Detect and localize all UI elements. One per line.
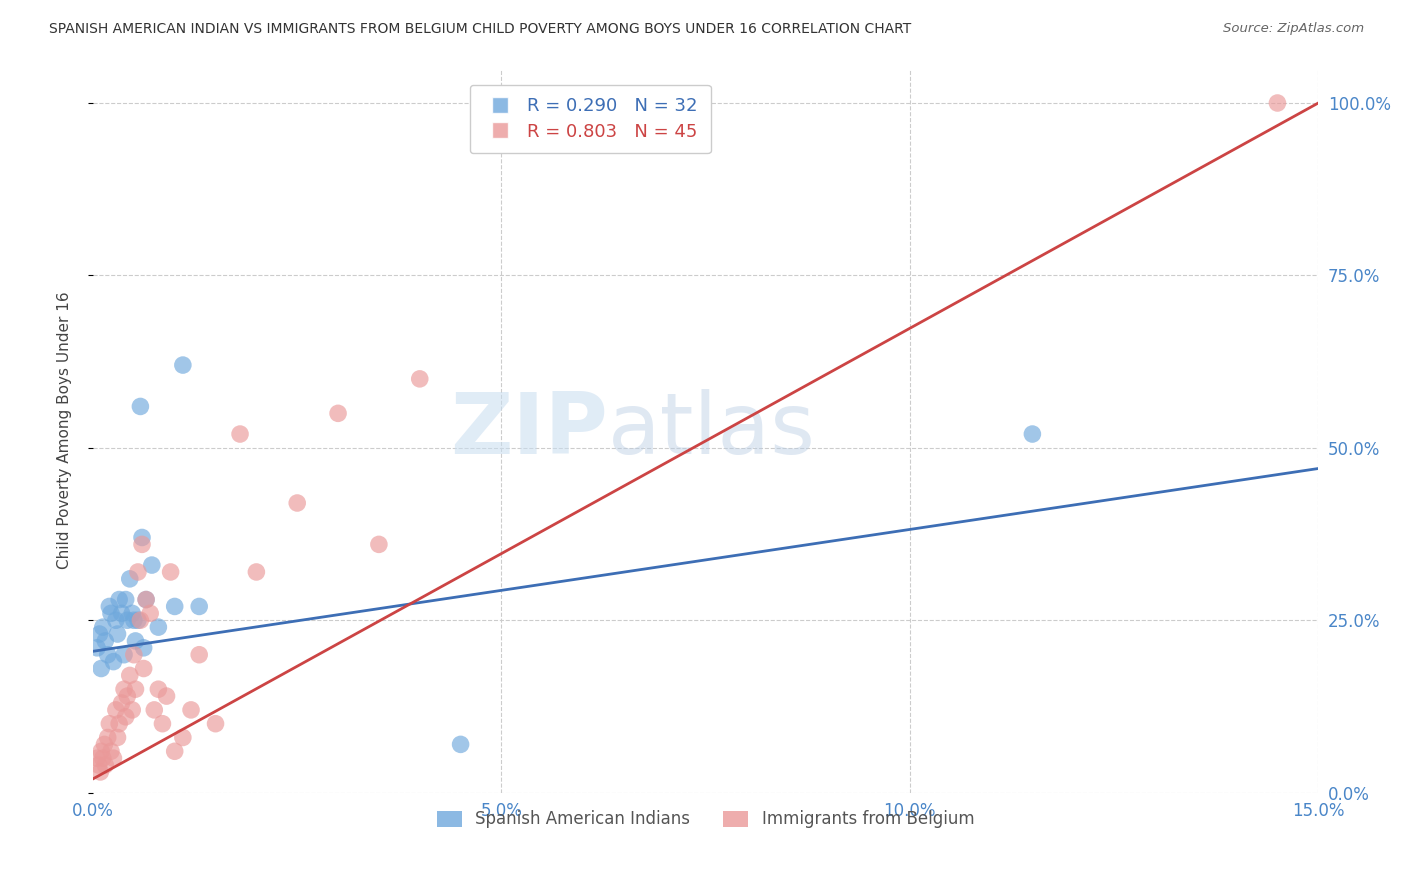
Point (104, 703, 127, 717)
Point (285, 496, 308, 510)
Point (121, 607, 143, 621)
Point (108, 592, 131, 607)
Point (121, 703, 143, 717)
Point (122, 613, 145, 627)
Point (245, 565, 267, 579)
Text: SPANISH AMERICAN INDIAN VS IMMIGRANTS FROM BELGIUM CHILD POVERTY AMONG BOYS UNDE: SPANISH AMERICAN INDIAN VS IMMIGRANTS FR… (49, 22, 911, 37)
Point (122, 648, 145, 662)
Point (148, 620, 170, 634)
Point (89, 627, 111, 641)
Point (163, 599, 186, 614)
Point (172, 358, 194, 372)
Text: ZIP: ZIP (450, 389, 607, 472)
Point (104, 613, 127, 627)
Point (124, 682, 146, 697)
Point (112, 682, 135, 697)
Point (159, 565, 181, 579)
Point (97, 648, 120, 662)
Point (93, 738, 115, 752)
Point (86, 751, 108, 765)
Point (139, 607, 162, 621)
Point (114, 592, 136, 607)
Point (97, 731, 120, 745)
Point (91, 751, 114, 765)
Point (326, 406, 349, 420)
Point (98, 599, 121, 614)
Point (135, 592, 157, 607)
Text: Source: ZipAtlas.com: Source: ZipAtlas.com (1223, 22, 1364, 36)
Point (229, 427, 252, 442)
Point (91, 620, 114, 634)
Point (141, 558, 163, 572)
Legend: Spanish American Indians, Immigrants from Belgium: Spanish American Indians, Immigrants fro… (430, 804, 981, 835)
Point (129, 613, 152, 627)
Point (135, 592, 157, 607)
Point (90, 744, 112, 758)
Point (103, 655, 125, 669)
Point (103, 751, 125, 765)
Point (100, 744, 122, 758)
Point (367, 537, 389, 551)
Point (131, 537, 153, 551)
Point (117, 689, 139, 703)
Point (98, 716, 121, 731)
Point (100, 607, 122, 621)
Point (118, 572, 141, 586)
Point (129, 400, 152, 414)
Point (127, 565, 149, 579)
Point (143, 703, 166, 717)
Point (180, 703, 202, 717)
Point (1021, 427, 1043, 442)
Point (172, 731, 194, 745)
Point (450, 738, 472, 752)
Text: atlas: atlas (607, 389, 815, 472)
Point (188, 648, 211, 662)
Point (117, 613, 139, 627)
Point (118, 668, 141, 682)
Y-axis label: Child Poverty Among Boys Under 16: Child Poverty Among Boys Under 16 (58, 292, 72, 569)
Point (132, 640, 155, 655)
Point (86, 640, 108, 655)
Point (107, 627, 129, 641)
Point (90, 661, 112, 675)
Point (409, 372, 432, 386)
Point (107, 731, 129, 745)
Point (110, 607, 132, 621)
Point (94, 758, 117, 772)
Point (87, 758, 110, 772)
Point (114, 710, 136, 724)
Point (1267, 95, 1289, 110)
Point (108, 716, 131, 731)
Point (112, 648, 135, 662)
Point (155, 689, 177, 703)
Point (188, 599, 211, 614)
Point (127, 613, 149, 627)
Point (204, 716, 226, 731)
Point (132, 661, 155, 675)
Point (163, 744, 186, 758)
Point (124, 634, 146, 648)
Point (152, 716, 174, 731)
Point (94, 634, 117, 648)
Point (131, 531, 153, 545)
Point (110, 696, 132, 710)
Point (89, 764, 111, 779)
Point (148, 682, 170, 697)
